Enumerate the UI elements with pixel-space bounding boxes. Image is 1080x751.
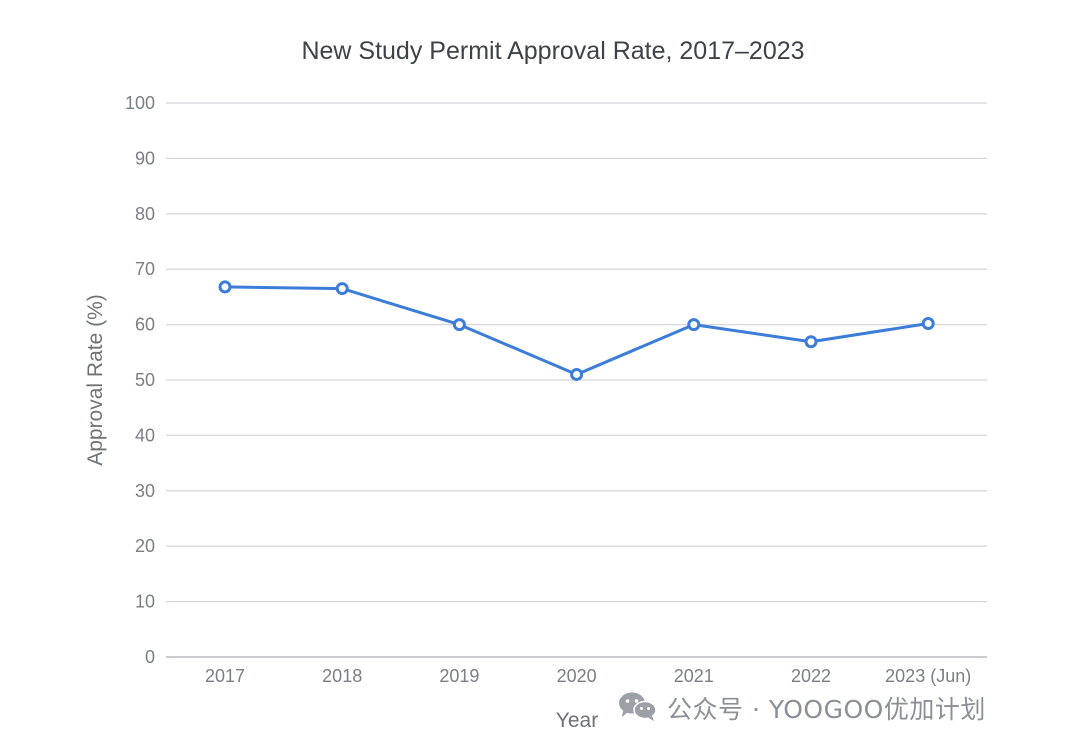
- y-tick-label-90: 90: [135, 148, 155, 168]
- y-tick-label-10: 10: [135, 592, 155, 612]
- x-tick-label-2020: 2020: [557, 666, 597, 686]
- x-tick-label-2021: 2021: [674, 666, 714, 686]
- y-tick-label-40: 40: [135, 425, 155, 445]
- data-point-2017: [218, 280, 232, 294]
- y-tick-label-60: 60: [135, 315, 155, 335]
- x-axis-label: Year: [556, 709, 598, 732]
- x-axis-ticks: 2017 2018 2019 2020 2021 2022 2023 (Jun): [205, 666, 971, 686]
- data-point-2019: [452, 318, 466, 332]
- y-tick-label-80: 80: [135, 204, 155, 224]
- x-tick-label-2022: 2022: [791, 666, 831, 686]
- x-tick-label-2023-jun-: 2023 (Jun): [885, 666, 971, 686]
- data-point-2023-jun-: [921, 316, 935, 330]
- data-point-2022: [804, 335, 818, 349]
- y-tick-label-50: 50: [135, 370, 155, 390]
- y-tick-label-100: 100: [125, 93, 155, 113]
- watermark-text: 公众号 · YOOGOO优加计划: [667, 695, 986, 724]
- y-tick-label-20: 20: [135, 536, 155, 556]
- y-tick-label-70: 70: [135, 259, 155, 279]
- y-tick-label-30: 30: [135, 481, 155, 501]
- wechat-icon: [617, 690, 659, 727]
- series-line: [223, 285, 930, 376]
- watermark: 公众号 · YOOGOO优加计划: [617, 690, 986, 726]
- y-axis-label: Approval Rate (%): [84, 294, 107, 466]
- data-point-2021: [687, 318, 701, 332]
- y-tick-label-0: 0: [145, 647, 155, 667]
- data-point-2018: [335, 282, 349, 296]
- x-tick-label-2017: 2017: [205, 666, 245, 686]
- y-axis-ticks: 0 10 20 30 40 50 60 70 80 90 100: [125, 93, 155, 667]
- series-approval-rate: [218, 280, 935, 381]
- chart-title: New Study Permit Approval Rate, 2017–202…: [301, 37, 804, 65]
- x-tick-label-2019: 2019: [439, 666, 479, 686]
- x-tick-label-2018: 2018: [322, 666, 362, 686]
- data-point-2020: [570, 367, 584, 381]
